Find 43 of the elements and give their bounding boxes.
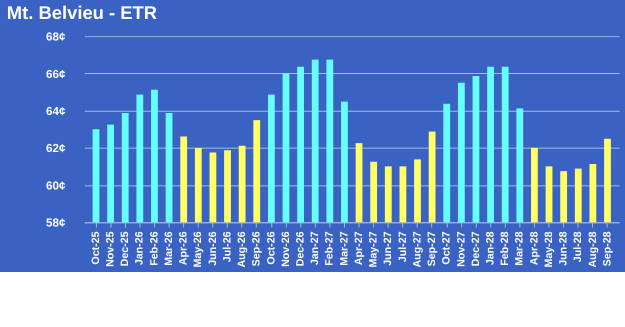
x-tick-label: May-27 bbox=[368, 231, 380, 268]
x-tick-label: Feb-26 bbox=[148, 231, 160, 266]
x-tick-label: Apr-26 bbox=[178, 231, 190, 266]
y-tick-label: 64¢ bbox=[46, 104, 66, 118]
x-tick-label: Oct-26 bbox=[265, 231, 278, 265]
x-tick-label: Dec-27 bbox=[470, 231, 482, 266]
x-tick-label: May-26 bbox=[192, 231, 204, 268]
x-tick-label: Aug-27 bbox=[411, 231, 424, 268]
x-tick-label: Feb-27 bbox=[324, 231, 336, 266]
x-tick-label: Mar-28 bbox=[514, 231, 526, 266]
x-tick-label: Sep-26 bbox=[250, 231, 263, 266]
x-tick-label: Jun-28 bbox=[558, 231, 570, 266]
x-tick-label: Dec-25 bbox=[119, 231, 132, 266]
y-tick-label: 62¢ bbox=[46, 142, 66, 156]
x-tick-label: Feb-28 bbox=[499, 231, 512, 266]
y-tick-label: 68¢ bbox=[46, 30, 66, 44]
y-tick-label: 66¢ bbox=[46, 68, 66, 81]
x-tick-label: Nov-27 bbox=[455, 231, 468, 267]
x-tick-label: Oct-25 bbox=[90, 231, 102, 265]
x-tick-label: Jul-26 bbox=[221, 231, 234, 262]
x-tick-label: Oct-27 bbox=[440, 231, 453, 265]
x-tick-label: May-28 bbox=[542, 231, 555, 268]
y-tick-label: 58¢ bbox=[46, 216, 66, 230]
x-tick-label: Apr-27 bbox=[352, 231, 365, 266]
x-tick-label: Jun-27 bbox=[382, 231, 394, 266]
x-tick-label: Jan-28 bbox=[484, 231, 496, 266]
x-tick-label: Dec-26 bbox=[294, 231, 306, 266]
x-tick-label: Jan-27 bbox=[309, 231, 322, 266]
x-tick-label: Sep-27 bbox=[426, 231, 438, 266]
x-tick-label: Jul-27 bbox=[396, 231, 409, 262]
x-tick-label: Nov-26 bbox=[280, 231, 292, 267]
y-tick-label: 60¢ bbox=[46, 179, 66, 192]
x-tick-label: Mar-27 bbox=[338, 231, 350, 266]
x-tick-label: Mar-26 bbox=[162, 231, 175, 266]
x-tick-label: Aug-28 bbox=[586, 231, 599, 268]
x-tick-label: Aug-26 bbox=[236, 231, 248, 268]
x-tick-label: Jun-26 bbox=[206, 231, 219, 266]
x-tick-label: Sep-28 bbox=[601, 231, 614, 266]
x-tick-label: Apr-28 bbox=[528, 231, 540, 266]
x-tick-label: Jan-26 bbox=[134, 231, 146, 266]
chart-title: Mt. Belvieu - ETR bbox=[6, 2, 158, 23]
x-tick-label: Nov-25 bbox=[104, 231, 117, 267]
x-tick-label: Jul-28 bbox=[572, 231, 584, 262]
